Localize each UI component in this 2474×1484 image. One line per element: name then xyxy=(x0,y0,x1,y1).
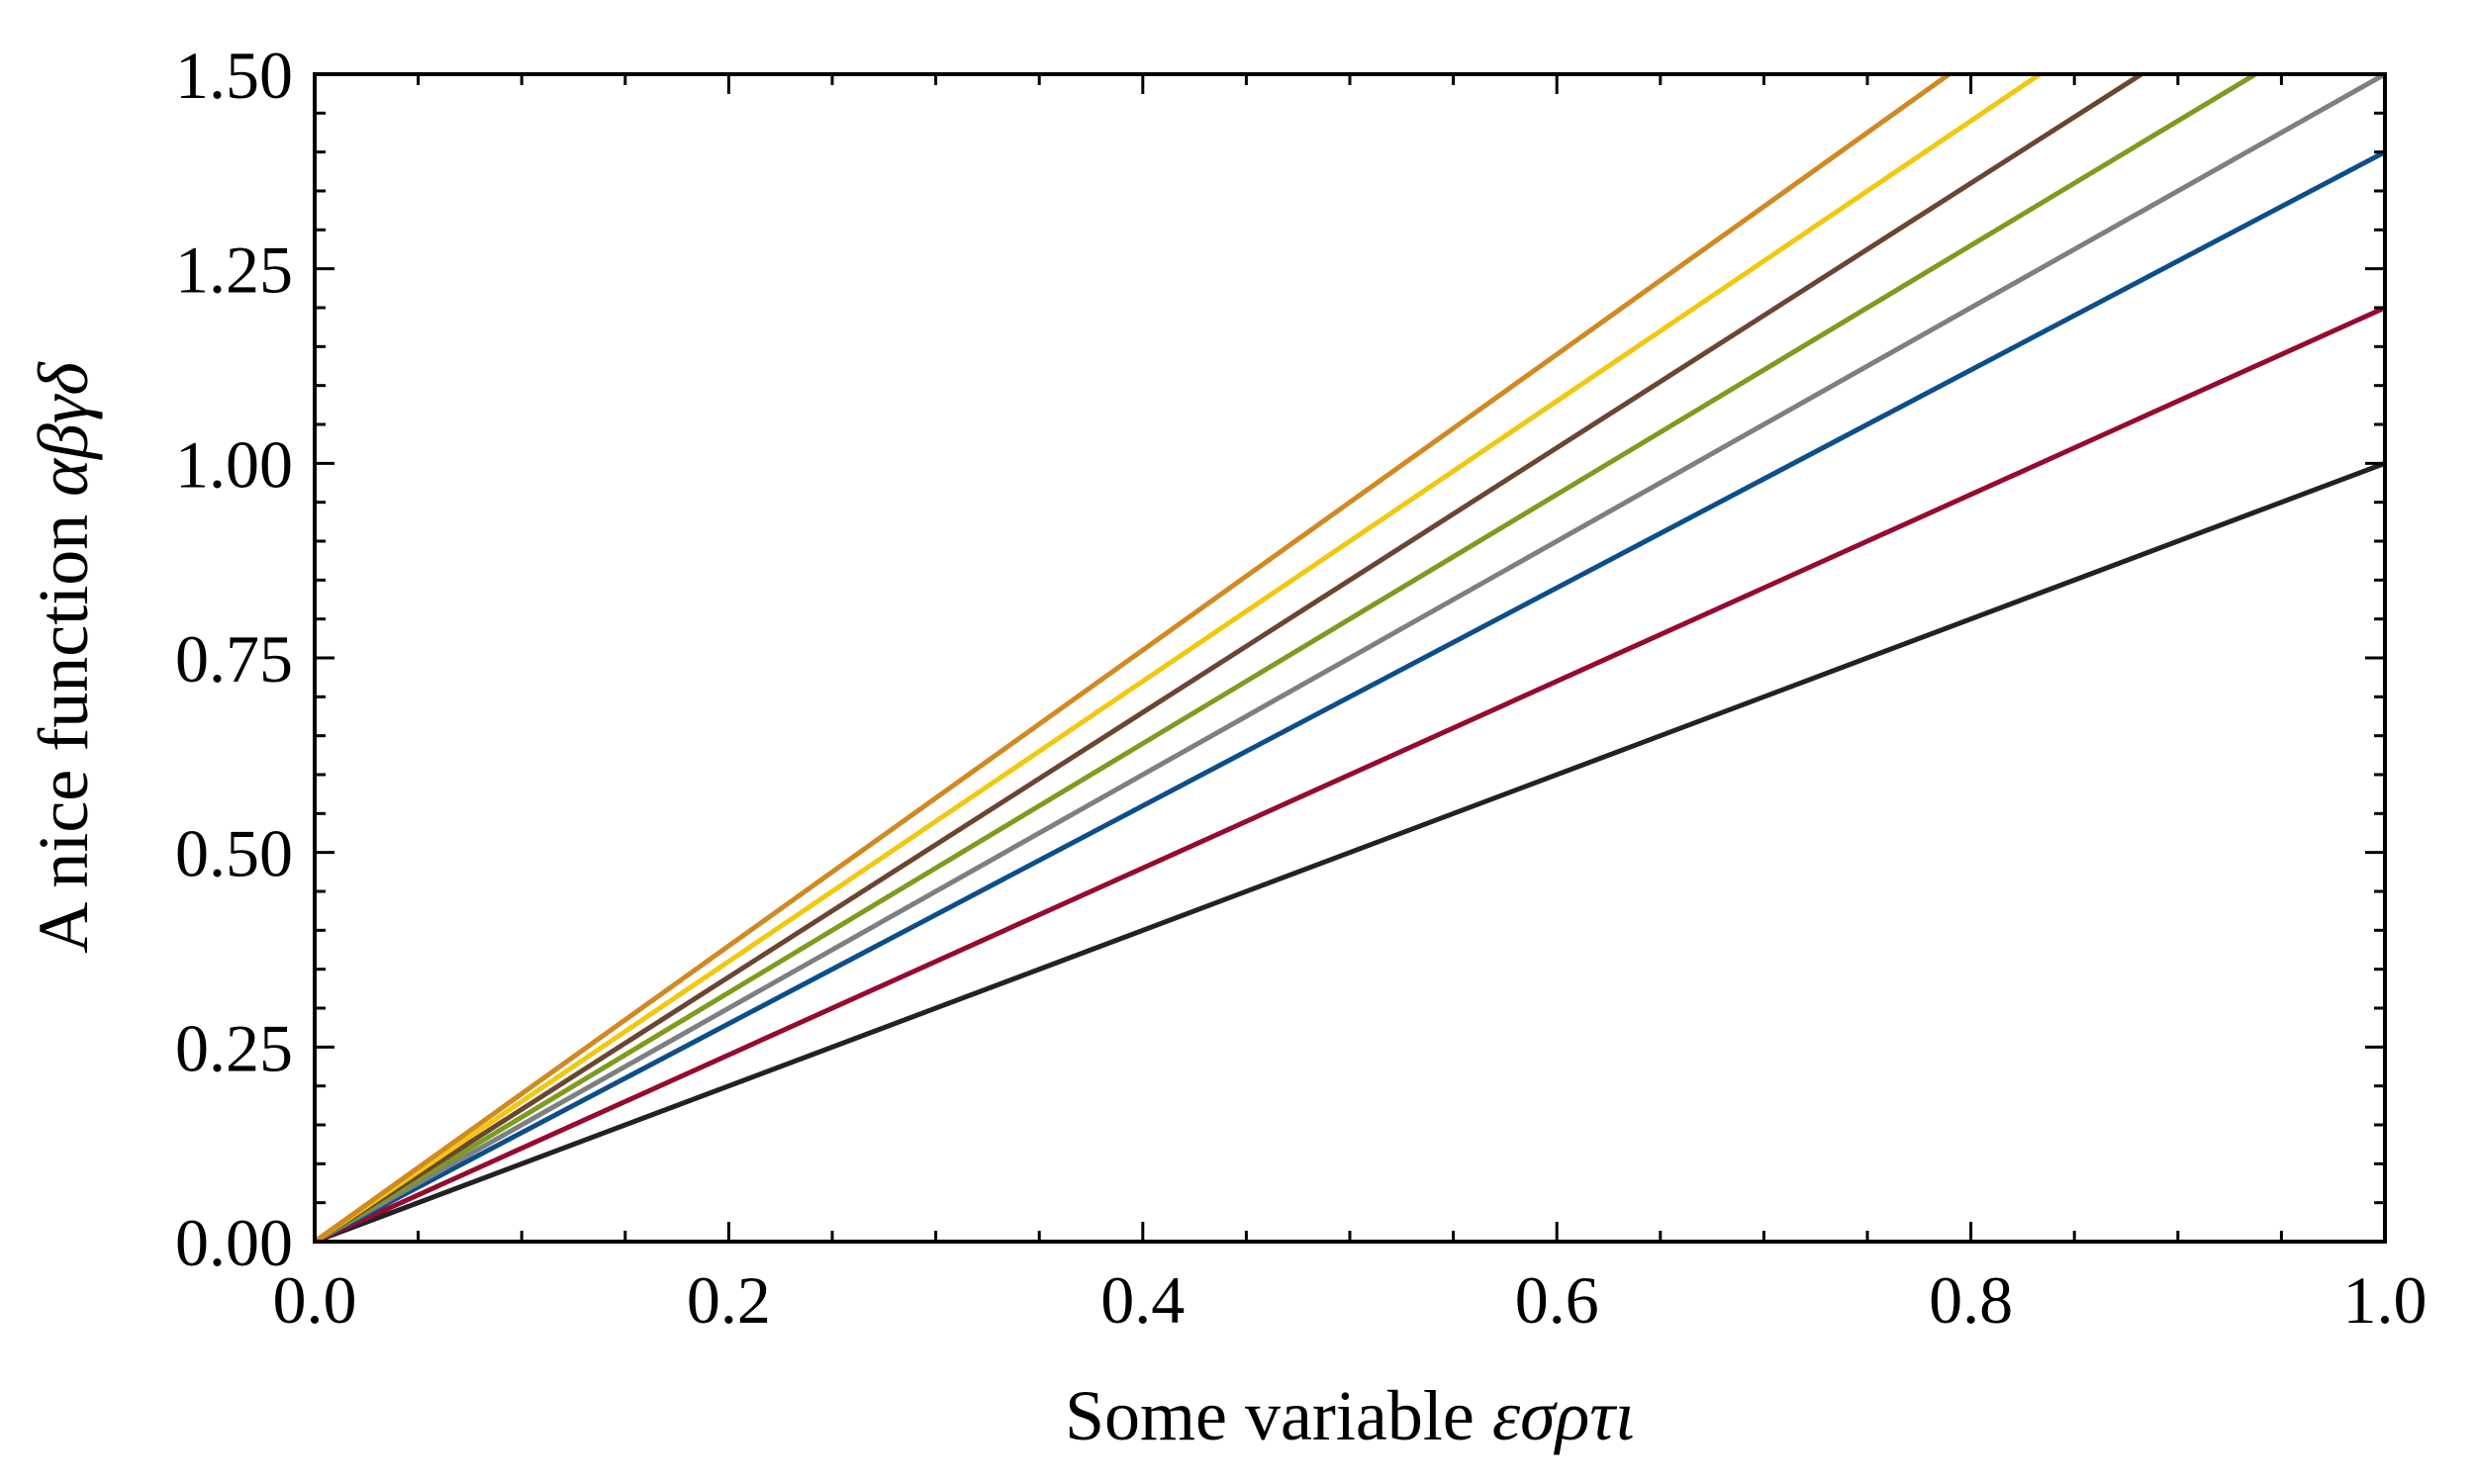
series-line-1 xyxy=(315,460,2385,1242)
series-line-7 xyxy=(315,74,2045,1242)
y-tick-label: 0.75 xyxy=(175,621,293,696)
plot-frame xyxy=(313,72,2387,1244)
series-line-4 xyxy=(315,74,2385,1242)
x-tick-label: 0.4 xyxy=(1100,1262,1185,1338)
series-line-6 xyxy=(315,74,2146,1242)
y-axis-label: A nice function αβγδ xyxy=(24,361,103,954)
x-axis-label: Some variable εσρτι xyxy=(1065,1376,1635,1455)
y-tick-label: 0.50 xyxy=(175,816,293,891)
x-tick-label: 1.0 xyxy=(2343,1262,2427,1338)
tick-labels: 0.0 0.2 0.4 0.6 0.8 1.0 0.00 0.25 0.50 0.75 1.00 1.… xyxy=(175,38,2427,1338)
series-line-8 xyxy=(315,74,1953,1242)
y-tick-label: 0.00 xyxy=(175,1205,293,1280)
series-group xyxy=(315,74,2385,1242)
y-tick-label: 0.25 xyxy=(175,1010,293,1085)
series-line-5 xyxy=(315,74,2261,1242)
y-tick-label: 1.00 xyxy=(175,426,293,502)
y-tick-label: 1.25 xyxy=(175,232,293,308)
series-line-3 xyxy=(315,149,2385,1242)
y-axis-label-math: αβγδ xyxy=(24,361,103,497)
x-tick-label: 0.2 xyxy=(687,1262,771,1338)
x-tick-label: 0.6 xyxy=(1515,1262,1599,1338)
x-tick-label: 0.0 xyxy=(273,1262,357,1338)
y-tick-label: 1.50 xyxy=(175,38,293,113)
series-line-2 xyxy=(315,305,2385,1242)
x-tick-label: 0.8 xyxy=(1929,1262,2013,1338)
x-axis-label-math: εσρτι xyxy=(1492,1376,1635,1455)
